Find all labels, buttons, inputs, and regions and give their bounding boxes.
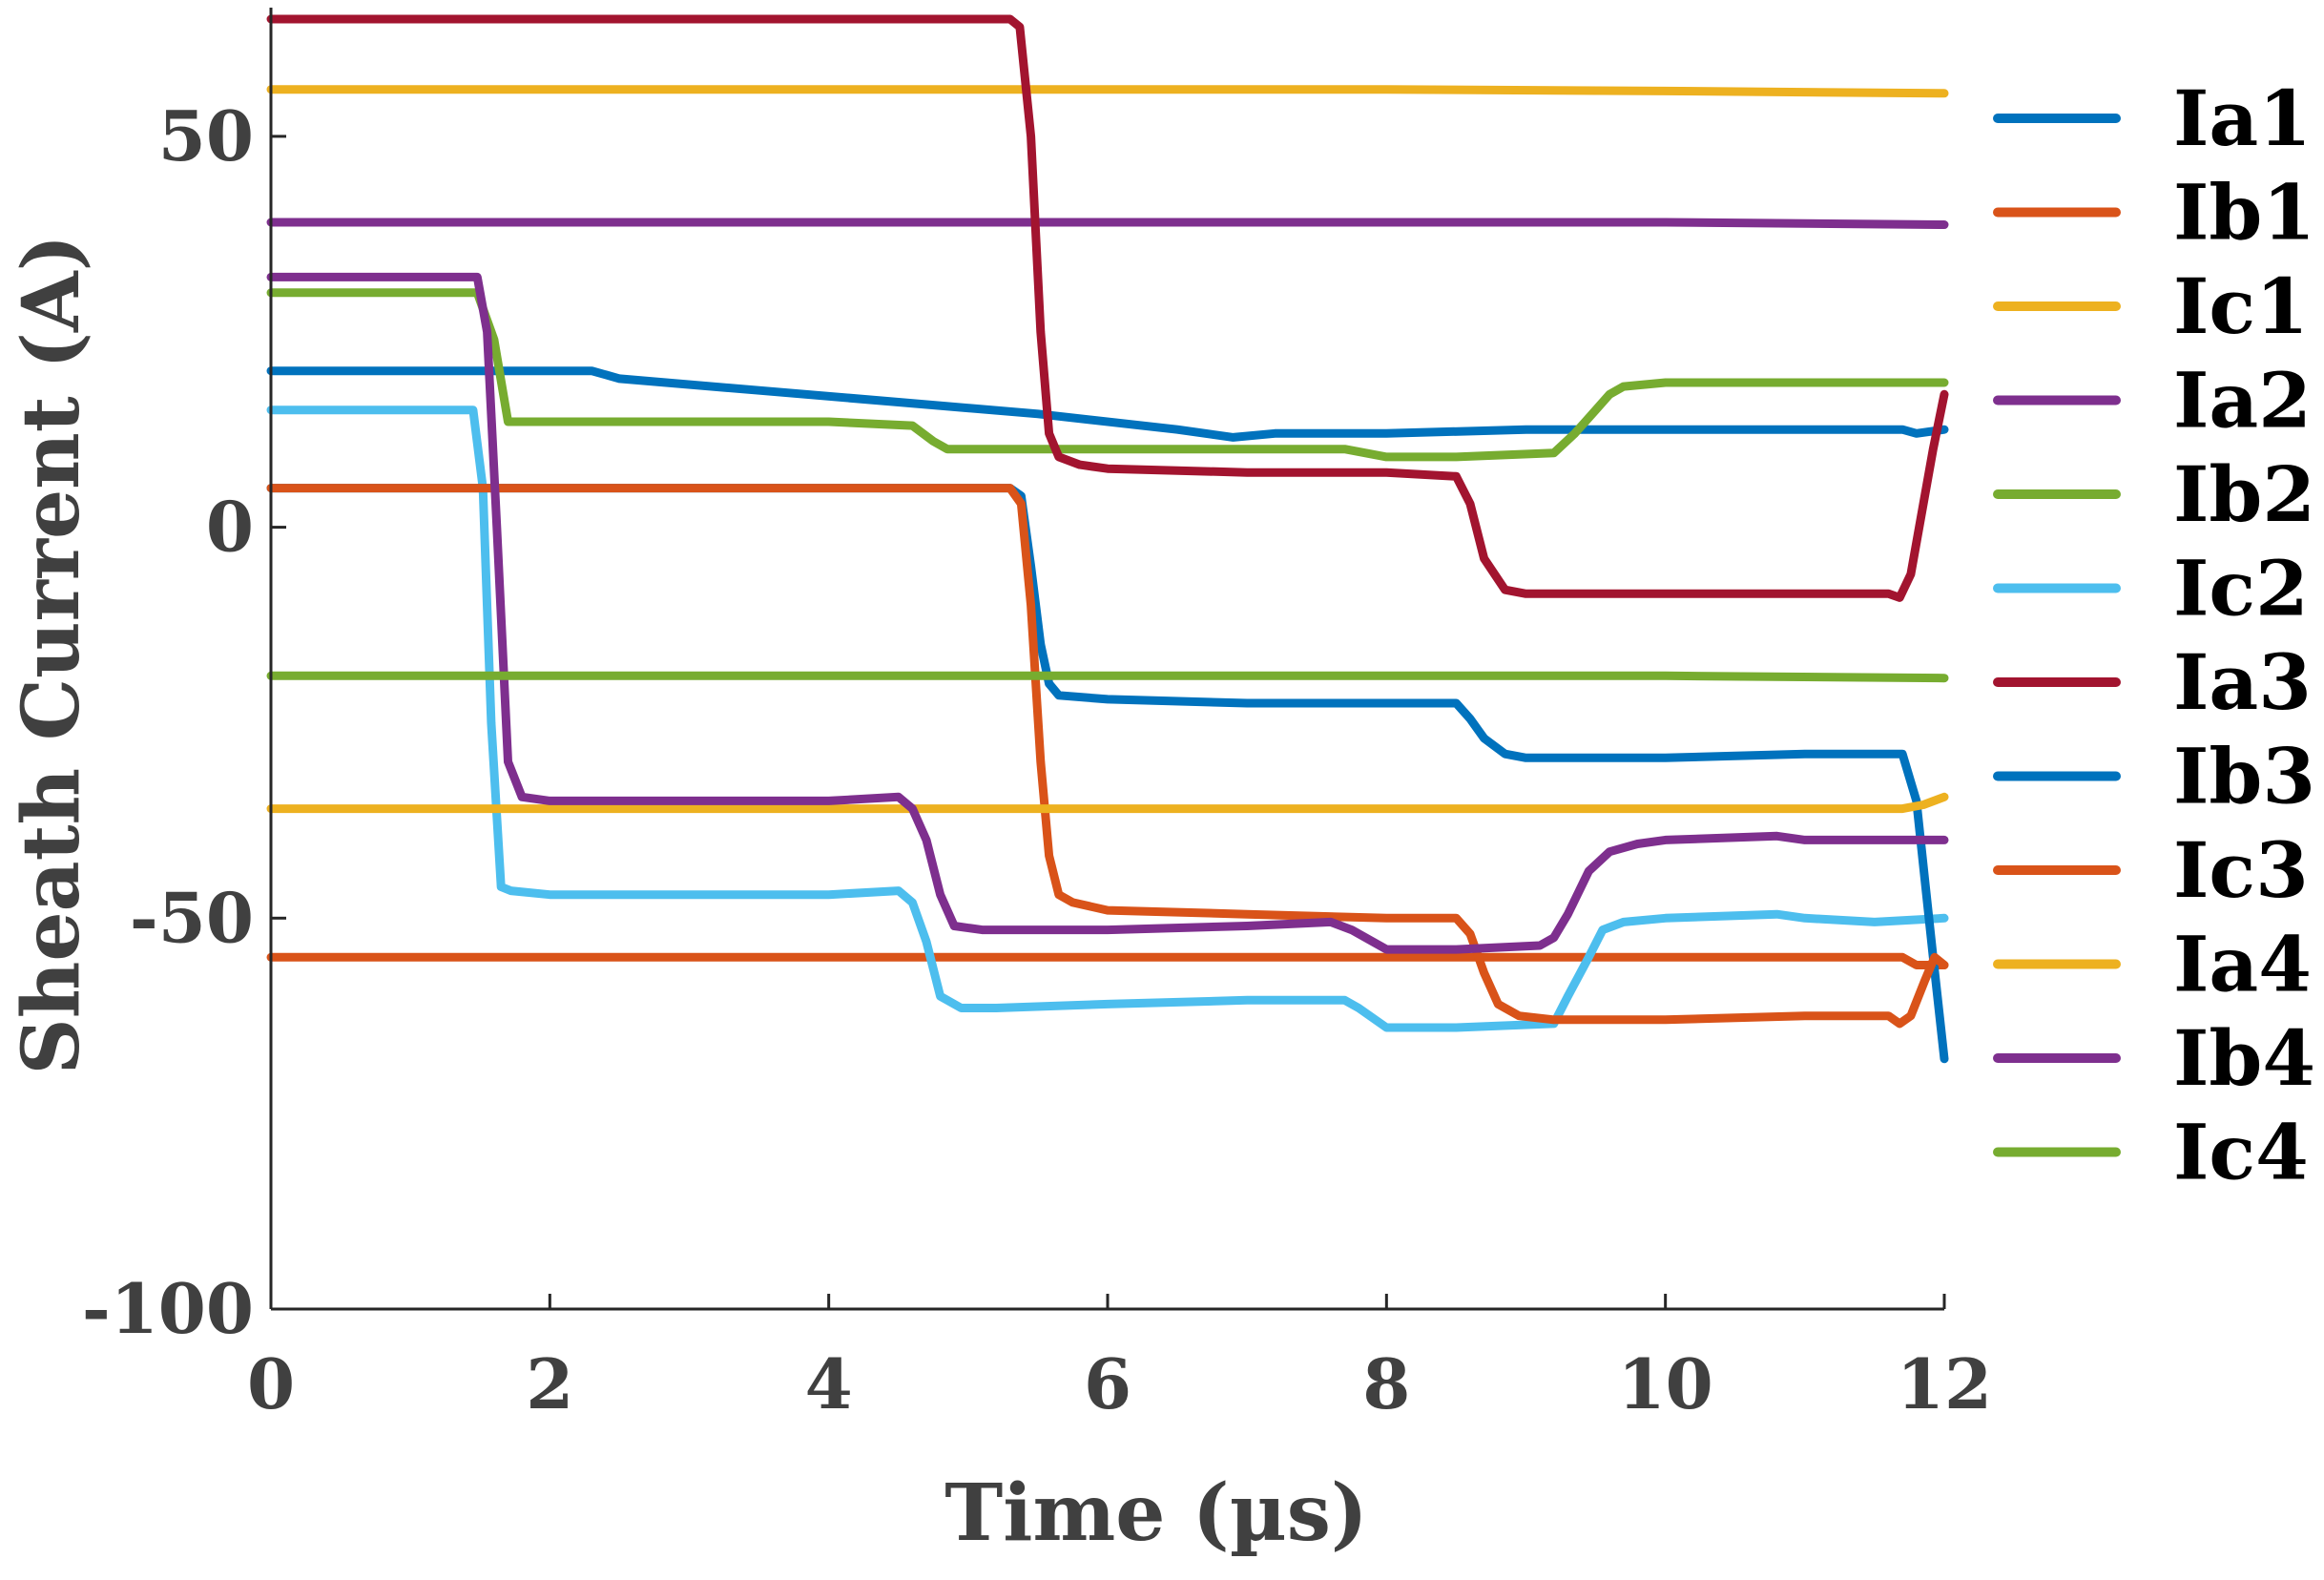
y-axis-title: Sheath Current (A): [6, 235, 97, 1075]
legend-label: Ic2: [2173, 544, 2309, 634]
series-line-ib4: [266, 272, 1949, 954]
legend-label: Ia4: [2173, 920, 2312, 1009]
series-layer: [266, 14, 1949, 1064]
x-tick-label: 10: [1618, 1343, 1713, 1424]
y-tick-label: -100: [82, 1268, 254, 1349]
legend-label: Ib4: [2173, 1013, 2315, 1103]
legend-entry-ic1: Ic1: [1993, 261, 2309, 351]
x-tick-label: 8: [1362, 1343, 1410, 1424]
x-tick-label: 2: [526, 1343, 573, 1424]
legend-label: Ib2: [2173, 449, 2315, 539]
legend-entry-ib2: Ib2: [1993, 449, 2315, 539]
x-tick-label: 12: [1897, 1343, 1992, 1424]
legend-label: Ia3: [2173, 637, 2312, 727]
legend-entry-ib4: Ib4: [1993, 1013, 2315, 1103]
legend-entry-ia3: Ia3: [1993, 637, 2312, 727]
y-tick-label: 0: [206, 487, 254, 568]
series-line-ib1: [266, 952, 1949, 969]
series-line-ic2: [266, 405, 1949, 1032]
legend-label: Ia1: [2173, 73, 2312, 163]
legend-entry-ic3: Ic3: [1993, 825, 2309, 915]
x-tick-label: 4: [805, 1343, 853, 1424]
series-line-ia2: [266, 218, 1949, 229]
axes-layer: [269, 8, 1944, 1311]
series-line-ib3: [266, 484, 1949, 1064]
legend-entry-ia1: Ia1: [1993, 73, 2312, 163]
legend-entry-ib3: Ib3: [1993, 732, 2315, 821]
legend-entry-ic4: Ic4: [1993, 1108, 2309, 1197]
x-tick-label: 0: [247, 1343, 295, 1424]
legend-entry-ib1: Ib1: [1993, 168, 2315, 258]
legend-entry-ia2: Ia2: [1993, 356, 2312, 446]
legend-label: Ib1: [2173, 168, 2315, 258]
series-line-ic3: [266, 484, 1949, 1029]
series-line-ia1: [266, 366, 1949, 442]
legend-label: Ic3: [2173, 825, 2309, 915]
y-tick-label: 50: [158, 95, 254, 177]
ticks-layer: 0 2 4 6 8 10 12 -100 -50 0 50: [82, 95, 1992, 1424]
legend-label: Ib3: [2173, 732, 2315, 821]
series-line-ia4: [266, 792, 1949, 814]
x-axis-title: Time (µs): [944, 1467, 1367, 1559]
legend-entry-ia4: Ia4: [1993, 920, 2312, 1009]
series-line-ia3: [266, 14, 1949, 602]
series-line-ib2: [266, 288, 1949, 462]
y-tick-label: -50: [130, 877, 254, 958]
x-tick-label: 6: [1084, 1343, 1131, 1424]
legend-label: Ic4: [2173, 1108, 2309, 1197]
legend-entry-ic2: Ic2: [1993, 544, 2309, 634]
series-line-ic1: [266, 85, 1949, 98]
legend-label: Ic1: [2173, 261, 2309, 351]
legend-label: Ia2: [2173, 356, 2312, 446]
series-line-ic4: [266, 671, 1949, 683]
